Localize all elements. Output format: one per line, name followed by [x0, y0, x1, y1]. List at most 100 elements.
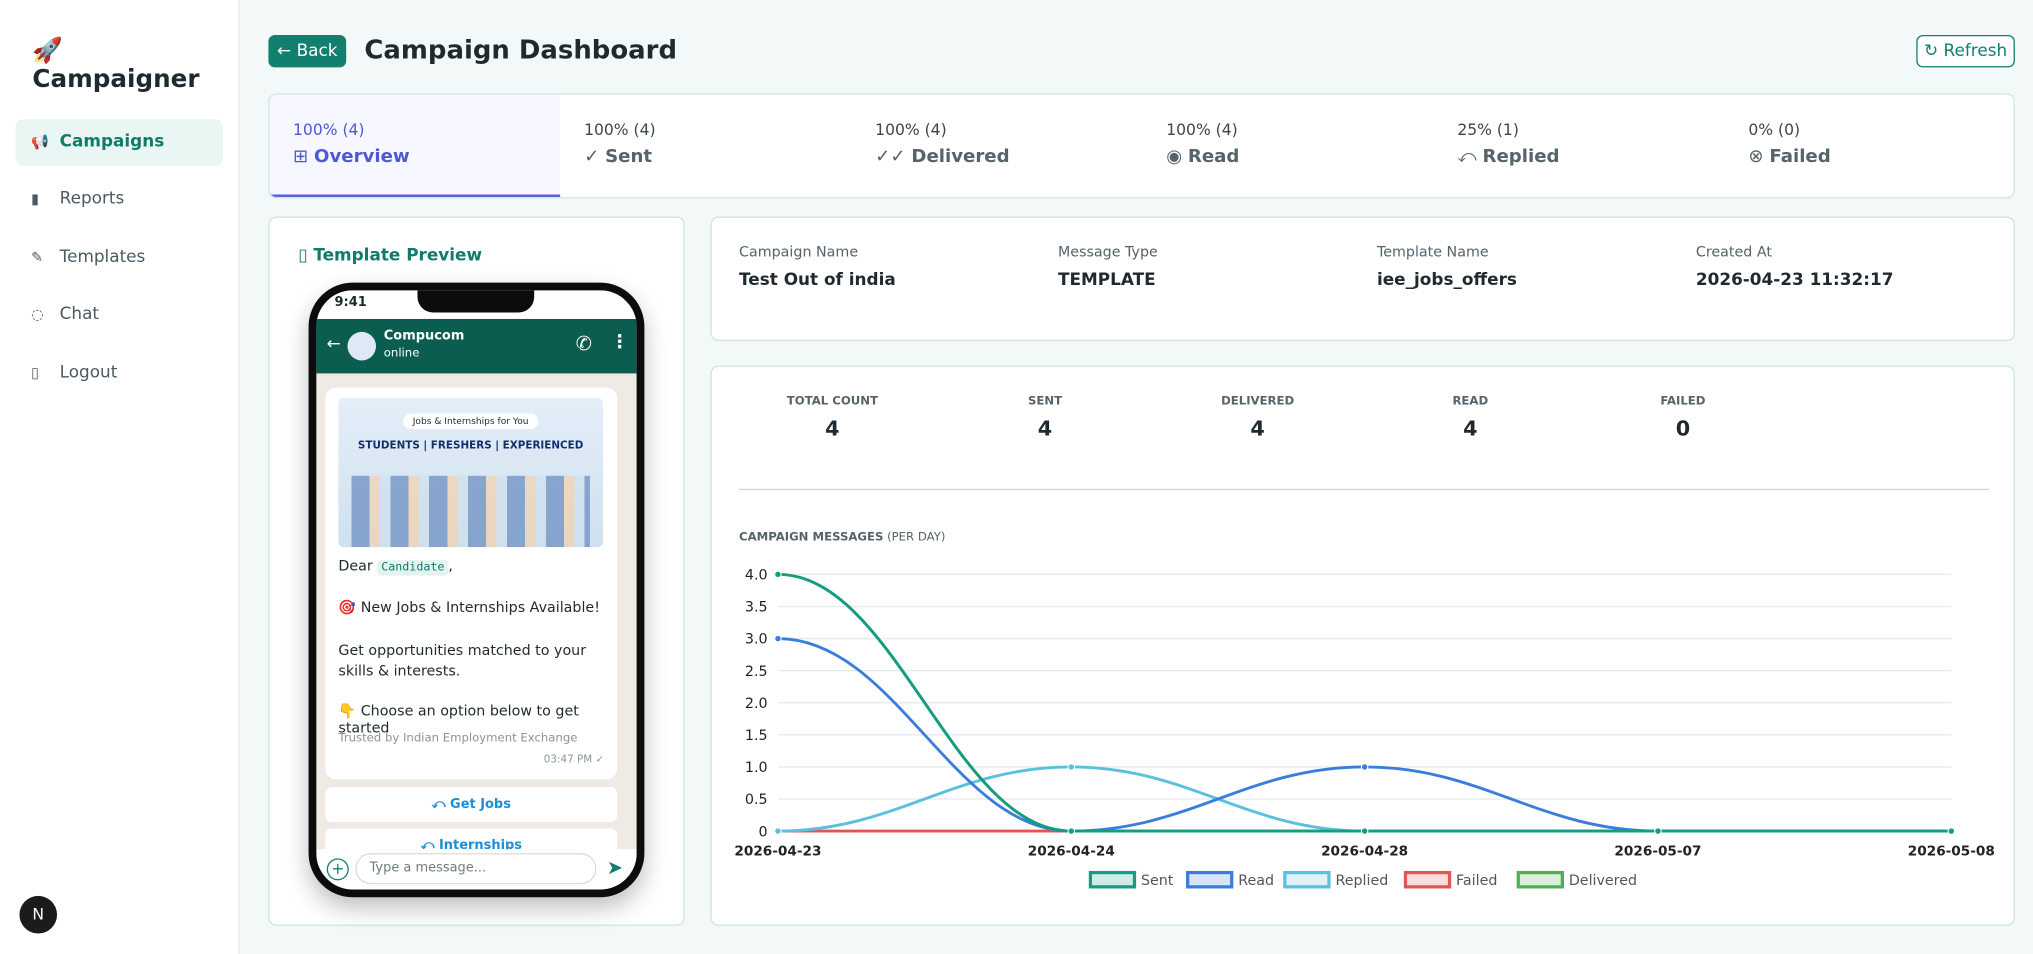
y-tick-label: 2.5 [745, 664, 768, 680]
legend-swatch [1403, 870, 1452, 889]
data-point [1654, 827, 1662, 835]
stat-label: FAILED [1660, 395, 1706, 409]
send-icon[interactable]: ➤ [606, 855, 624, 880]
brand: 🚀 Campaigner [32, 36, 200, 94]
nav-icon: 📢 [31, 133, 49, 151]
stat-value: 4 [825, 416, 840, 441]
message-input[interactable]: Type a message... [355, 853, 597, 885]
avatar [347, 331, 377, 361]
divider [739, 488, 1989, 491]
nav-label: Templates [59, 247, 146, 267]
tab[interactable]: 100% (4) ◉ Read [1143, 95, 1433, 197]
tab-label: ✓ Sent [584, 147, 851, 168]
data-point [1360, 827, 1369, 835]
legend-label: Read [1238, 873, 1274, 889]
tab-stat: 25% (1) [1457, 120, 1519, 139]
detail-label: Created At [1695, 243, 1772, 261]
tab-icon: ⤺ [1457, 146, 1483, 168]
tab-label: ⊞ Overview [293, 147, 560, 168]
clock: 9:41 [334, 295, 367, 310]
stat-label: SENT [1027, 395, 1063, 409]
legend-label: Replied [1335, 873, 1388, 889]
greeting: Dear Candidate, [338, 557, 453, 576]
refresh-button[interactable]: ↻ Refresh [1916, 35, 2015, 68]
stat: SENT 4 [967, 395, 1123, 440]
tab-label-text: Replied [1482, 146, 1560, 168]
legend-swatch [1088, 870, 1137, 889]
nav-item[interactable]: ◌ Chat [16, 292, 208, 339]
detail: Message Type TEMPLATE [1058, 244, 1158, 291]
line-3: 👇 Choose an option below to get started [338, 702, 579, 737]
tab-label: ✓✓ Delivered [875, 147, 1142, 168]
tab-label-text: Read [1187, 146, 1240, 168]
greeting-text: Dear [338, 557, 373, 575]
legend-swatch [1186, 870, 1234, 889]
y-tick-label: 0 [758, 824, 767, 840]
nav-item[interactable]: ✎ Templates [16, 234, 208, 281]
nav-item[interactable]: 📢 Campaigns [15, 119, 224, 166]
tab-stat: 100% (4) [1166, 120, 1238, 139]
nav-item[interactable]: ▮ Reports [16, 177, 208, 224]
nav-label: Logout [59, 362, 118, 382]
tab[interactable]: 0% (0) ⊗ Failed [1725, 95, 2013, 197]
variable: Candidate [377, 560, 449, 576]
legend-swatch [1516, 870, 1564, 889]
legend-label: Sent [1141, 873, 1174, 889]
tabs: 100% (4) ⊞ Overview 100% (4) ✓ Sent 100% (4)… [268, 93, 2015, 199]
reply-button-label: Get Jobs [450, 797, 511, 812]
add-icon[interactable]: + [326, 858, 349, 881]
menu-icon[interactable]: ⋮ [610, 331, 629, 353]
banner: Jobs & Internships for You STUDENTS | FR… [338, 398, 603, 548]
line-2: Get opportunities matched to your skills… [338, 641, 587, 680]
detail: Template Name iee_jobs_offers [1377, 244, 1517, 291]
call-icon[interactable]: ✆ [575, 331, 592, 356]
template-card: ▯ Template Preview 9:41 ← Compucom onlin… [268, 216, 685, 926]
tab-stat: 100% (4) [293, 120, 365, 139]
back-arrow[interactable]: ← [326, 334, 341, 354]
tab-label: ◉ Read [1166, 147, 1433, 168]
message-bubble: Jobs & Internships for You STUDENTS | FR… [325, 387, 618, 780]
stat-value: 4 [1463, 416, 1478, 441]
x-tick-label: 2026-05-07 [1614, 844, 1701, 860]
tab[interactable]: 100% (4) ✓✓ Delivered [852, 95, 1142, 197]
stat-label: TOTAL COUNT [786, 395, 878, 409]
back-button[interactable]: ← Back [268, 35, 347, 68]
tab[interactable]: 100% (4) ⊞ Overview [269, 94, 561, 198]
tab[interactable]: 25% (1) ⤺ Replied [1434, 95, 1724, 197]
stat-label: DELIVERED [1221, 395, 1295, 409]
sidebar: 🚀 Campaigner N 📢 Campaigns ▮ Reports ✎ Templa… [0, 0, 240, 954]
badge[interactable]: N [19, 895, 58, 934]
y-tick-label: 2.0 [745, 696, 768, 712]
nav-icon: ◌ [31, 306, 44, 324]
y-tick-label: 1.5 [745, 728, 768, 744]
detail-label: Template Name [1376, 243, 1489, 261]
tab-icon: ✓ [584, 146, 606, 168]
nav-item[interactable]: ▯ Logout [16, 350, 208, 397]
detail: Campaign Name Test Out of india [739, 244, 896, 291]
y-tick-label: 4.0 [745, 568, 768, 584]
stat: READ 4 [1393, 395, 1549, 440]
chart-subtitle: (PER DAY) [887, 531, 946, 545]
preview-title-text: Template Preview [313, 246, 483, 266]
stats-card: CAMPAIGN MESSAGES (PER DAY) 0 0.5 1.0 1.5 2.… [710, 365, 2015, 926]
tab-stat: 0% (0) [1748, 120, 1801, 139]
refresh-label: Refresh [1943, 41, 2008, 61]
data-point [1360, 763, 1369, 771]
x-tick-label: 2026-04-28 [1321, 844, 1408, 860]
notch [417, 290, 535, 313]
tab[interactable]: 100% (4) ✓ Sent [561, 95, 851, 197]
detail-value: iee_jobs_offers [1376, 270, 1517, 291]
chart: 0 0.5 1.0 1.5 2.0 2.5 3.0 3.5 4.0 2026-04-23 2026-… [734, 568, 1994, 889]
contact-status: online [383, 347, 420, 361]
reply-button[interactable]: ⤺ Get Jobs [325, 787, 618, 823]
tab-label-text: Sent [605, 146, 653, 168]
greeting-end: , [448, 557, 453, 575]
data-point [1947, 827, 1956, 835]
data-point [774, 570, 782, 579]
chart-heading: CAMPAIGN MESSAGES (PER DAY) [739, 532, 945, 545]
y-tick-label: 3.5 [745, 600, 768, 616]
nav-label: Campaigns [59, 132, 165, 152]
nav-icon: ✎ [31, 248, 44, 266]
brand-text: Campaigner [32, 64, 200, 94]
